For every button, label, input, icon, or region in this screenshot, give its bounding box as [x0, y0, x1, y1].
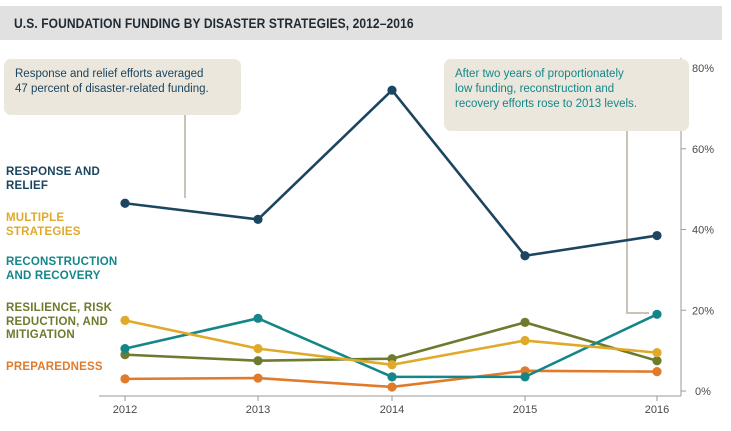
data-point [520, 251, 530, 261]
data-point [652, 309, 662, 319]
data-point [387, 85, 397, 95]
y-tick-label: 60% [692, 144, 714, 156]
annotation-left-line: Response and relief efforts averaged [15, 68, 204, 80]
series-label-line: RECONSTRUCTION [6, 256, 118, 268]
annotation-right-line: recovery efforts rose to 2013 levels. [455, 98, 637, 110]
annotation-right-line: low funding, reconstruction and [455, 83, 615, 95]
x-tick-label: 2014 [380, 404, 404, 416]
data-point [652, 356, 662, 366]
data-point [253, 344, 263, 354]
annotation-right-leader [626, 121, 649, 314]
data-point [652, 230, 662, 241]
data-point [253, 313, 263, 323]
y-tick-label: 0% [695, 386, 711, 398]
series-label-reconstruction-recovery: RECONSTRUCTION AND RECOVERY [6, 256, 117, 283]
data-point [387, 360, 397, 370]
annotation-right-line: After two years of proportionately [455, 68, 624, 80]
x-tick-label: 2016 [645, 404, 669, 416]
x-tick-label: 2013 [246, 404, 270, 416]
data-point [120, 315, 130, 325]
annotation-left-line: 47 percent of disaster-related funding. [15, 83, 209, 95]
data-point [387, 372, 397, 382]
data-point [520, 335, 530, 346]
data-point [120, 198, 130, 208]
title-bar: U.S. FOUNDATION FUNDING BY DISASTER STRA… [0, 6, 722, 40]
data-point [652, 367, 662, 377]
data-point [253, 214, 263, 225]
y-tick-label: 80% [692, 63, 714, 75]
series-label-line: REDUCTION, AND [6, 315, 109, 328]
series-label-line: STRATEGIES [6, 225, 81, 238]
series-label-line: RELIEF [6, 179, 49, 192]
series-label-line: PREPAREDNESS [6, 361, 103, 373]
series-label-line: MITIGATION [6, 329, 75, 341]
series-label-line: MULTIPLE [6, 212, 65, 224]
data-point [253, 373, 263, 383]
annotation-left: Response and relief efforts averaged 47 … [4, 59, 241, 115]
y-tick-label: 40% [692, 225, 714, 237]
series-label-multiple-strategies: MULTIPLE STRATEGIES [6, 212, 81, 239]
data-point [520, 372, 530, 382]
annotation-right: After two years of proportionately low f… [444, 59, 689, 131]
series-label-response-relief: RESPONSE AND RELIEF [6, 166, 100, 193]
x-tick-label: 2015 [513, 404, 537, 416]
series-label-preparedness: PREPAREDNESS [6, 361, 103, 375]
chart-title: U.S. FOUNDATION FUNDING BY DISASTER STRA… [14, 15, 414, 31]
data-point [520, 317, 530, 327]
series-label-resilience: RESILIENCE, RISK REDUCTION, AND MITIGATI… [6, 302, 112, 343]
series-label-line: RESPONSE AND [6, 166, 100, 178]
y-tick-label: 20% [692, 305, 714, 317]
data-point [652, 348, 662, 358]
data-point [253, 356, 263, 366]
x-tick-label: 2012 [113, 404, 137, 416]
series-label-line: RESILIENCE, RISK [6, 302, 113, 314]
data-point [120, 374, 130, 384]
series-label-line: AND RECOVERY [6, 269, 101, 282]
data-point [120, 344, 130, 354]
data-point [387, 382, 397, 392]
